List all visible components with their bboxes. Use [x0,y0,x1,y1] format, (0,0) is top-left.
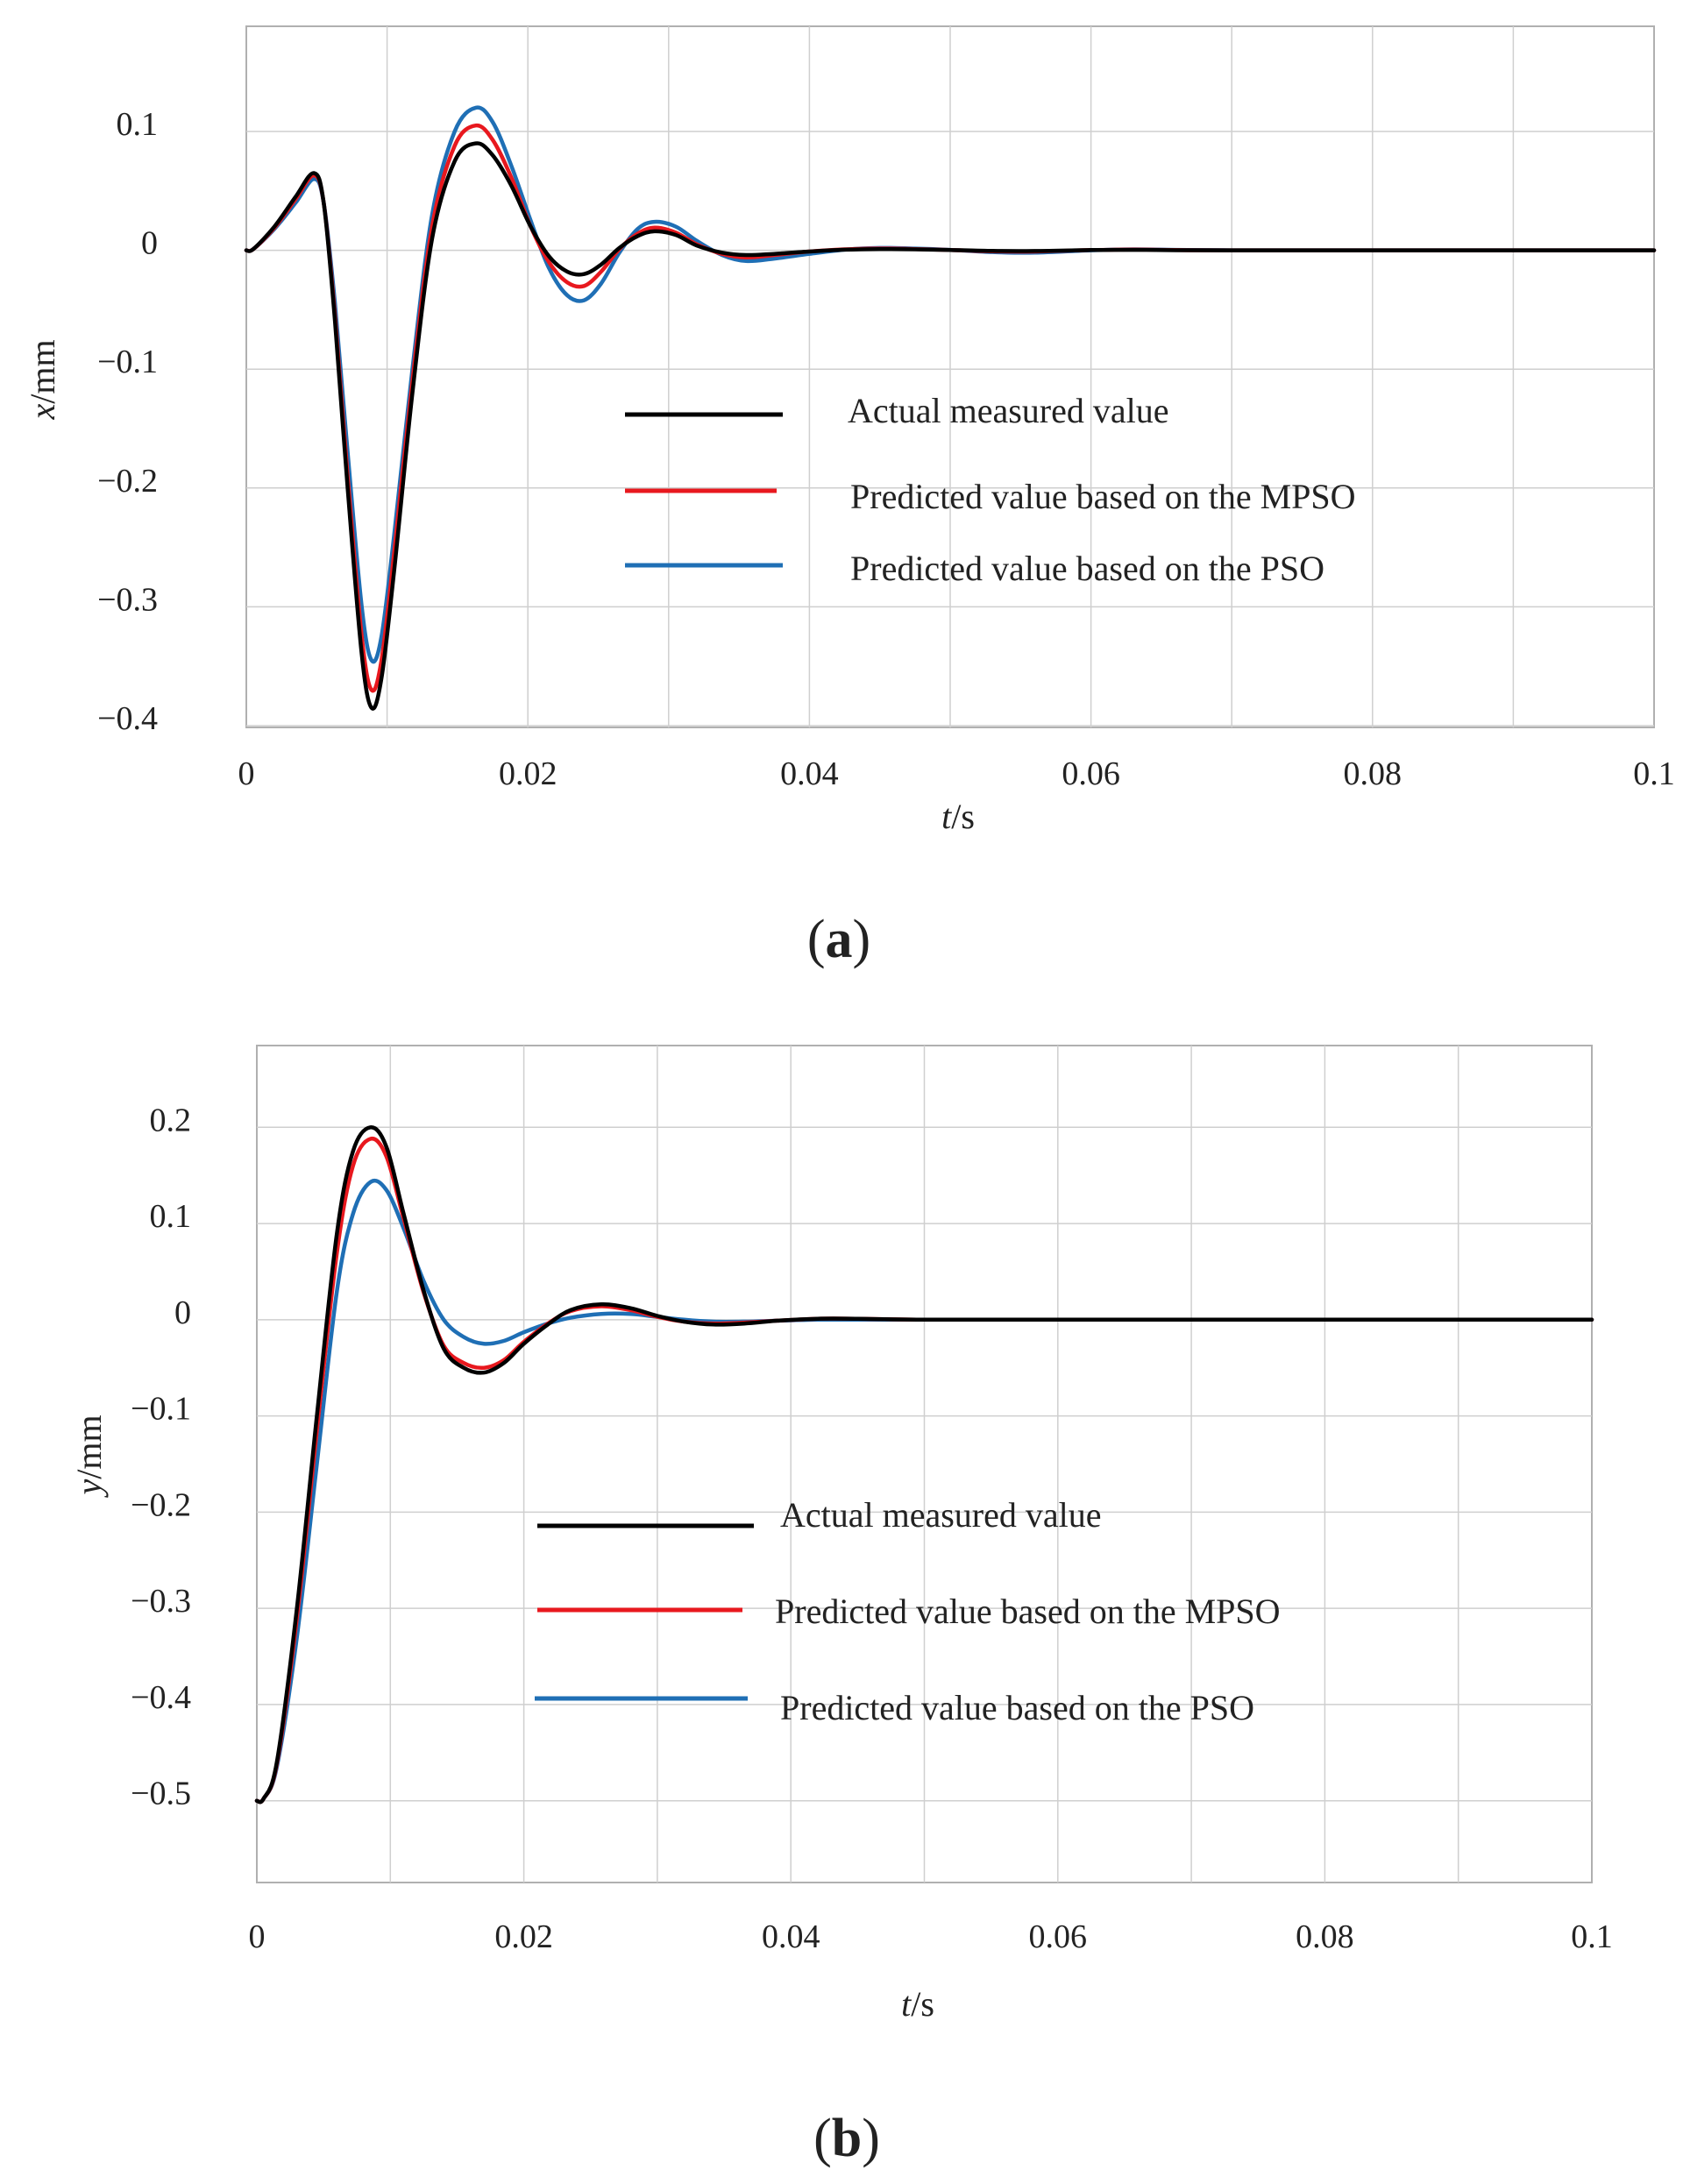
panel-b-legend: Actual measured value Predicted value ba… [535,1495,1281,1727]
panel-a-caption-letter: a [826,910,853,969]
panel-a-y-tick-label: 0 [141,225,158,262]
panel-a-legend-label-mpso: Predicted value based on the MPSO [850,477,1356,516]
panel-b-legend-label-actual: Actual measured value [780,1495,1102,1535]
panel-a-y-tick-label: −0.1 [97,344,158,380]
panel-a-legend-label-pso: Predicted value based on the PSO [850,549,1324,588]
panel-b-y-tick-label: −0.5 [131,1776,191,1812]
panel-a-x-tick-label: 0 [238,755,255,792]
panel-b-series [254,1125,1594,1805]
panel-b-y-tick-label: −0.2 [131,1486,191,1523]
panel-a-y-tick-label: −0.3 [97,581,158,618]
panel-b-y-tick-label: 0 [174,1294,191,1331]
panel-a-x-tick-label: 0.02 [499,755,557,792]
panel-a-x-tick-label: 0.04 [780,755,839,792]
panel-a-x-axis-unit: /s [951,797,975,836]
panel-a-x-tick-label: 0.06 [1062,755,1120,792]
panel-a-legend: Actual measured value Predicted value ba… [625,391,1356,588]
panel-b-series-line-actual [254,1125,1594,1805]
panel-a-y-axis-var: x [23,404,62,421]
panel-b-x-axis-var: t [901,1984,912,2024]
panel-a-series-line-actual [244,141,1657,711]
panel-b-x-tick-label: 0 [249,1918,266,1955]
panel-b-x-axis-label: t/s [901,1984,934,2024]
panel-b-y-tick-label: 0.2 [150,1102,192,1138]
panel-a-y-axis-label: x/mm [23,339,62,420]
panel-b-y-axis-label: y/mm [69,1415,109,1498]
panel-b: 0 0.02 0.04 0.06 0.08 0.1 0.2 0.1 0 −0.1 −0.2 −0.3 −… [69,1045,1613,2168]
panel-a: 0 0.02 0.04 0.06 0.08 0.1 0.1 0 −0.1 −0.2 −0.3 −0.4… [23,25,1675,969]
panel-a-x-axis-var: t [941,797,952,836]
panel-b-tick-labels: 0 0.02 0.04 0.06 0.08 0.1 0.2 0.1 0 −0.1 −0.2 −0.3 −… [131,1102,1613,1955]
panel-b-legend-label-pso: Predicted value based on the PSO [780,1688,1254,1727]
panel-a-y-axis-unit: /mm [23,339,62,403]
panel-b-y-axis-unit: /mm [69,1415,109,1478]
panel-a-y-tick-label: −0.4 [97,700,158,737]
panel-b-x-tick-label: 0.04 [762,1918,820,1955]
panel-b-grid [257,1046,1592,1883]
panel-a-y-tick-label: −0.2 [97,463,158,500]
panel-b-y-tick-label: −0.1 [131,1391,191,1428]
panel-b-y-tick-label: 0.1 [150,1198,192,1235]
panel-a-caption: (a) [807,910,870,969]
panel-b-x-tick-label: 0.06 [1029,1918,1088,1955]
panel-b-y-tick-label: −0.4 [131,1679,191,1716]
panel-a-series [244,105,1657,711]
panel-a-x-tick-label: 0.1 [1633,755,1675,792]
panel-a-legend-label-actual: Actual measured value [848,391,1169,430]
panel-b-x-axis-unit: /s [911,1984,934,2024]
panel-b-x-tick-label: 0.08 [1296,1918,1354,1955]
panel-a-x-axis-label: t/s [941,797,975,836]
panel-b-legend-label-mpso: Predicted value based on the MPSO [775,1592,1281,1631]
panel-a-tick-labels: 0 0.02 0.04 0.06 0.08 0.1 0.1 0 −0.1 −0.2 −0.3 −0.4 [97,106,1675,792]
panel-a-y-tick-label: 0.1 [117,106,159,143]
panel-a-x-tick-label: 0.08 [1344,755,1402,792]
panel-b-x-tick-label: 0.1 [1571,1918,1613,1955]
panel-b-caption: (b) [813,2109,880,2168]
panel-b-y-tick-label: −0.3 [131,1583,191,1620]
panel-b-x-tick-label: 0.02 [494,1918,553,1955]
panel-b-y-axis-var: y [69,1479,109,1499]
panel-b-caption-letter: b [832,2109,862,2168]
